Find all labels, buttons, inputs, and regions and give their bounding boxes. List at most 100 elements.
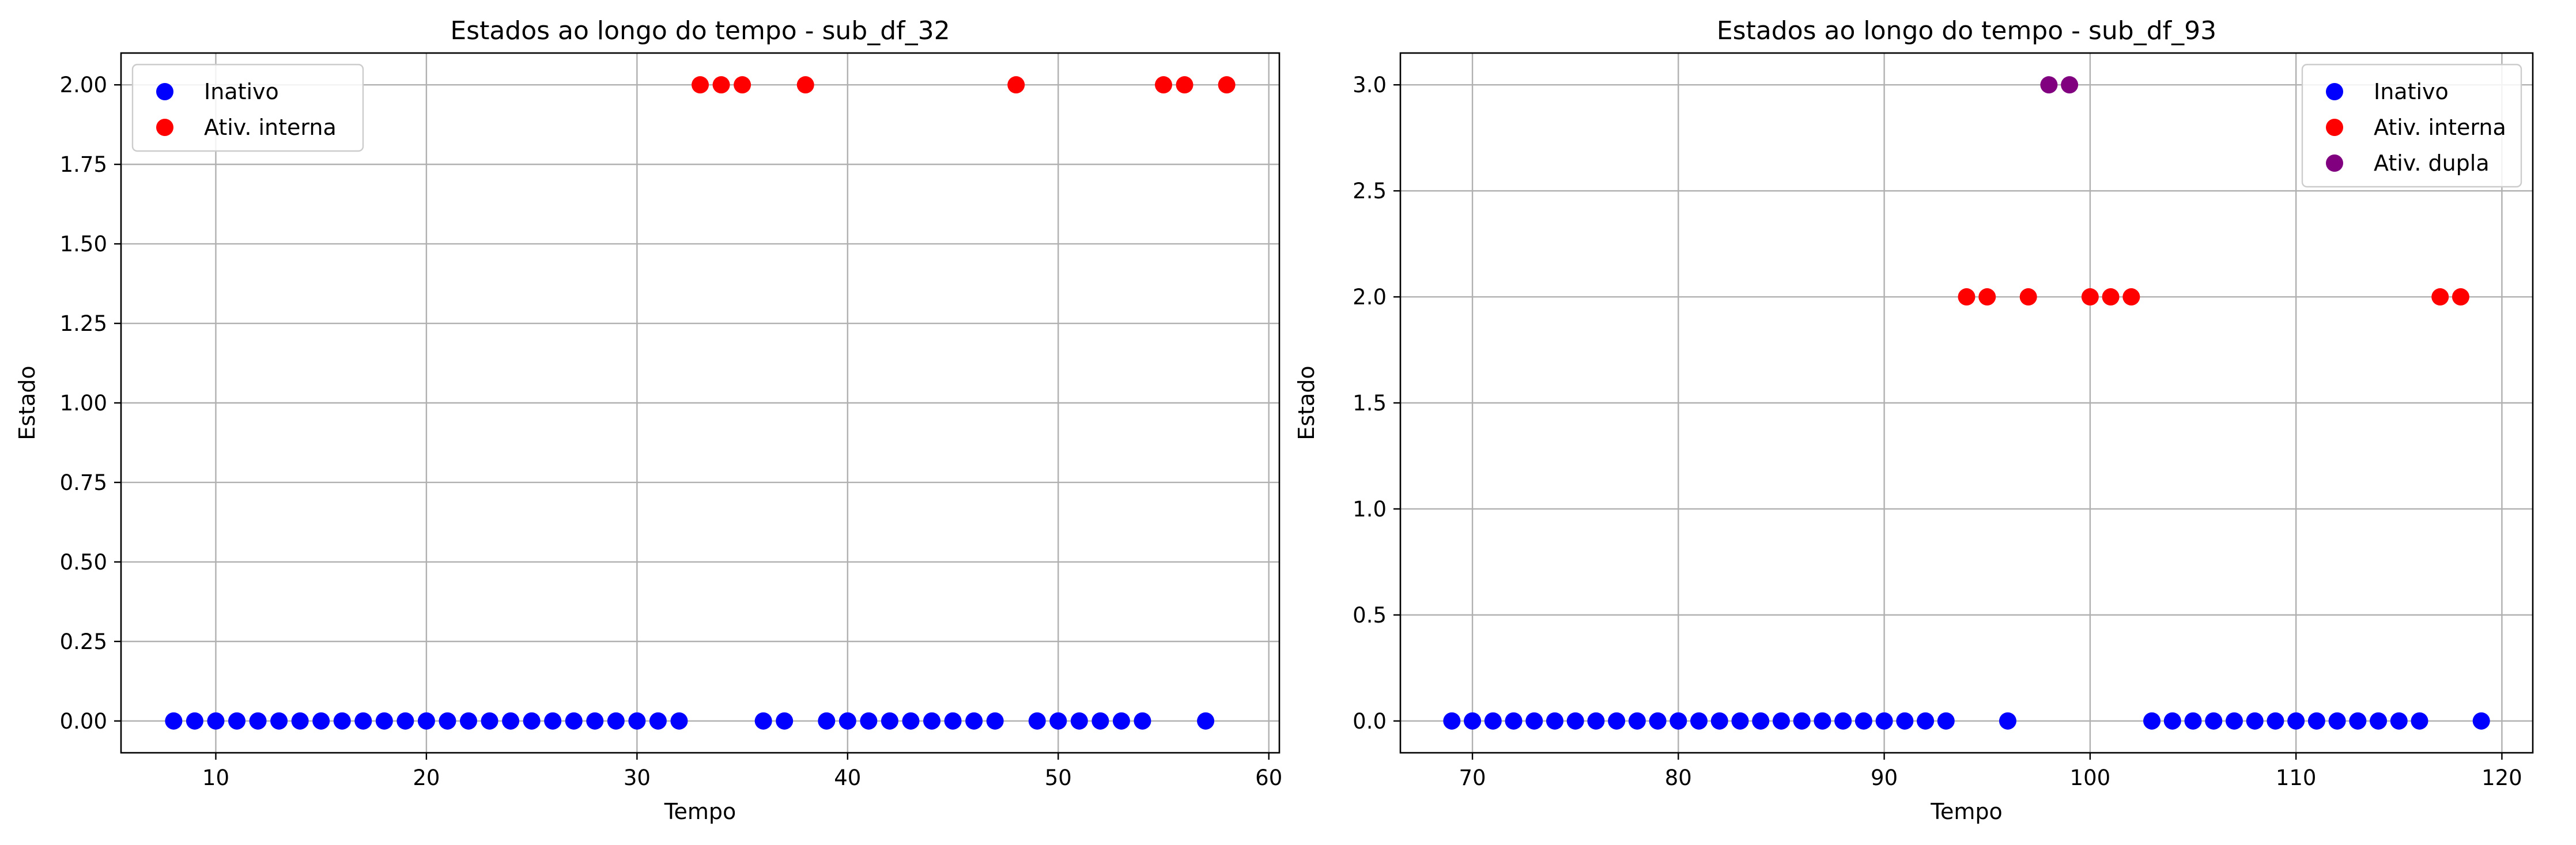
x-tick-label: 40	[834, 765, 861, 790]
data-point	[1566, 712, 1584, 730]
series-inativo	[1443, 712, 2490, 730]
x-tick-label: 30	[624, 765, 651, 790]
legend-box	[131, 63, 364, 152]
data-point	[1176, 76, 1193, 94]
axes-frame	[1399, 52, 2534, 754]
data-point	[270, 712, 288, 730]
y-tick-label: 1.0	[1353, 497, 1387, 522]
data-point	[502, 712, 520, 730]
data-point	[1875, 712, 1893, 730]
data-point	[2061, 76, 2079, 94]
data-point	[1155, 76, 1172, 94]
data-point	[1112, 712, 1130, 730]
legend-label: Ativ. interna	[204, 115, 337, 140]
data-point	[2287, 712, 2305, 730]
legend-marker	[2326, 154, 2343, 172]
data-point	[1978, 288, 1996, 306]
data-point	[2349, 712, 2367, 730]
data-point	[1587, 712, 1605, 730]
y-tick-label: 1.75	[60, 152, 107, 177]
y-axis-label: Estado	[1294, 365, 1319, 440]
data-point	[902, 712, 920, 730]
y-tick-label: 0.5	[1353, 603, 1387, 628]
data-point	[228, 712, 245, 730]
y-tick-label: 2.5	[1353, 179, 1387, 203]
y-tick-label: 2.0	[1353, 285, 1387, 310]
data-point	[2019, 288, 2037, 306]
data-point	[776, 712, 794, 730]
series-inativo	[165, 712, 1215, 730]
data-point	[2328, 712, 2346, 730]
data-point	[1999, 712, 2016, 730]
data-point	[628, 712, 646, 730]
y-tick-label: 1.00	[60, 391, 107, 416]
data-point	[1028, 712, 1046, 730]
data-point	[881, 712, 898, 730]
data-point	[607, 712, 625, 730]
data-point	[2267, 712, 2284, 730]
data-point	[2143, 712, 2161, 730]
data-point	[1070, 712, 1088, 730]
data-point	[923, 712, 940, 730]
data-point	[965, 712, 983, 730]
data-point	[670, 712, 688, 730]
data-point	[2472, 712, 2490, 730]
data-point	[2390, 712, 2408, 730]
legend-marker	[2326, 119, 2343, 136]
chart-title: Estados ao longo do tempo - sub_df_32	[450, 16, 950, 46]
data-point	[312, 712, 330, 730]
y-tick-label: 1.25	[60, 311, 107, 336]
legend: Inativo Ativ. interna Ativ. dupla	[2301, 63, 2522, 188]
data-point	[2452, 288, 2469, 306]
x-axis-label: Tempo	[1930, 799, 2003, 824]
legend: Inativo Ativ. interna	[131, 63, 364, 152]
y-tick-label: 1.5	[1353, 391, 1387, 416]
legend-marker	[156, 83, 173, 100]
data-point	[1505, 712, 1523, 730]
data-point	[1218, 76, 1236, 94]
data-point	[1834, 712, 1852, 730]
data-point	[2184, 712, 2202, 730]
data-point	[2411, 712, 2428, 730]
data-point	[1628, 712, 1646, 730]
y-tick-label: 1.50	[60, 232, 107, 256]
x-tick-label: 60	[1255, 765, 1282, 790]
x-tick-label: 90	[1871, 765, 1898, 790]
data-point	[2246, 712, 2264, 730]
data-point	[1731, 712, 1749, 730]
data-point	[1546, 712, 1563, 730]
data-point	[186, 712, 203, 730]
data-point	[1670, 712, 1687, 730]
legend-label: Ativ. interna	[2374, 115, 2506, 140]
data-point	[1464, 712, 1482, 730]
data-point	[838, 712, 856, 730]
data-point	[1197, 712, 1215, 730]
x-tick-label: 10	[202, 765, 229, 790]
data-point	[2040, 76, 2058, 94]
data-point	[1937, 712, 1955, 730]
data-point	[2102, 288, 2120, 306]
data-point	[439, 712, 456, 730]
data-point	[1958, 288, 1976, 306]
data-point	[2205, 712, 2223, 730]
data-point	[165, 712, 183, 730]
data-point	[333, 712, 351, 730]
data-point	[565, 712, 583, 730]
y-tick-label: 0.0	[1353, 709, 1387, 734]
legend-marker	[2326, 83, 2343, 100]
data-point	[291, 712, 309, 730]
data-point	[1814, 712, 1831, 730]
legend-box	[2301, 63, 2522, 188]
data-point	[986, 712, 1004, 730]
data-point	[860, 712, 878, 730]
chart-2: 70 80 90 100 110 120 0.0 0.5 1.0 1.5 2.0 2.5 3.0 Esta…	[1294, 16, 2534, 824]
legend-label: Inativo	[204, 79, 279, 104]
data-point	[796, 76, 814, 94]
data-point	[544, 712, 562, 730]
chart-title: Estados ao longo do tempo - sub_df_93	[1717, 16, 2216, 46]
data-point	[818, 712, 836, 730]
y-tick-label: 0.25	[60, 629, 107, 654]
series-ativ-interna	[1958, 288, 2469, 306]
data-point	[1752, 712, 1770, 730]
